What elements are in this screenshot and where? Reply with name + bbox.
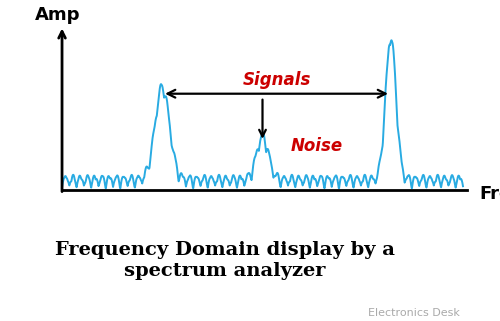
Text: Signals: Signals (242, 71, 310, 89)
Text: Amp: Amp (36, 6, 81, 24)
Text: Freq: Freq (479, 185, 500, 204)
Text: Frequency Domain display by a
spectrum analyzer: Frequency Domain display by a spectrum a… (55, 241, 395, 280)
Text: Noise: Noise (290, 137, 343, 155)
Text: Electronics Desk: Electronics Desk (368, 308, 460, 318)
